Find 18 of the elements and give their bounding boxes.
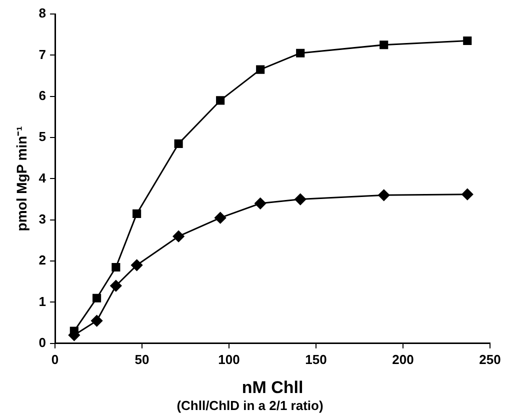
y-tick-label: 5 <box>38 129 46 144</box>
y-tick-label: 8 <box>38 6 46 21</box>
x-axis-title: nM Chll <box>242 378 304 397</box>
x-tick-label: 200 <box>392 352 414 367</box>
y-tick-label: 3 <box>38 211 46 226</box>
x-tick-label: 0 <box>51 352 59 367</box>
x-tick-label: 50 <box>134 352 150 367</box>
x-tick-label: 250 <box>479 352 501 367</box>
y-tick-label: 4 <box>38 170 47 186</box>
text: (Chll/ChlD in a 2/1 ratio) <box>176 398 324 413</box>
x-tick-label: 100 <box>218 352 240 367</box>
y-tick-label: 1 <box>38 294 46 309</box>
y-tick-label: 7 <box>38 46 46 62</box>
y-tick-label: 6 <box>38 88 46 103</box>
y-tick-label: 2 <box>38 252 46 268</box>
x-tick-label: 150 <box>305 352 327 367</box>
y-tick-label: 0 <box>38 334 46 350</box>
y-axis-title: pmol MgP min⁻¹ <box>13 126 30 232</box>
